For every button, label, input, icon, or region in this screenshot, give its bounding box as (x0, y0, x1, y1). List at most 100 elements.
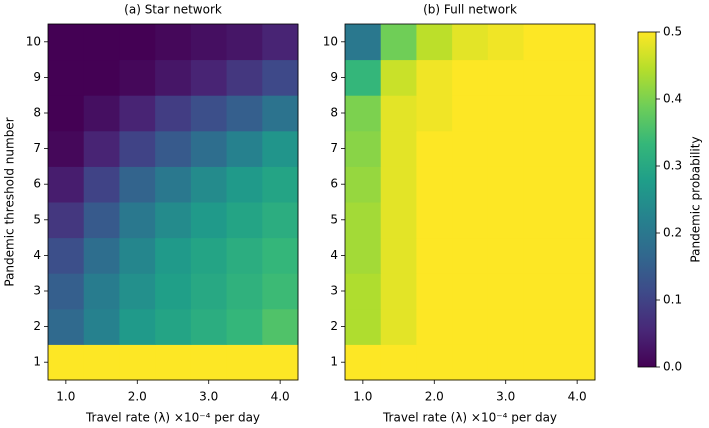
heatmap-cell (523, 24, 560, 61)
heatmap-cell (487, 202, 525, 239)
heatmap-cell (523, 166, 560, 203)
colorbar-tick-label: 0.0 (663, 360, 682, 374)
heatmap-cell (487, 166, 525, 203)
heatmap-cell (559, 95, 596, 132)
heatmap-cell (155, 308, 192, 345)
heatmap-cell (119, 237, 156, 274)
heatmap-cell (523, 130, 560, 167)
heatmap-cell (487, 237, 525, 274)
heatmap-cell (155, 344, 192, 381)
heatmap-cell (487, 273, 525, 310)
heatmap-cell (559, 24, 596, 61)
heatmap-cell (155, 166, 192, 203)
heatmap-cell (487, 308, 525, 345)
heatmap-cell (83, 237, 120, 274)
heatmap-cell (226, 95, 263, 132)
heatmap-cell (416, 344, 453, 381)
heatmap-cell (262, 202, 299, 239)
heatmap-cell (190, 344, 228, 381)
heatmap-cell (559, 273, 596, 310)
heatmap-cell (262, 344, 299, 381)
x-tick-label: 3.0 (199, 390, 218, 404)
heatmap-cell (83, 308, 120, 345)
heatmap-cell (487, 130, 525, 167)
heatmap-cell (48, 308, 85, 345)
heatmap-cell (190, 166, 228, 203)
heatmap-cell (380, 273, 417, 310)
heatmap-cell (416, 130, 453, 167)
y-tick-label: 6 (33, 177, 41, 191)
x-tick-label: 2.0 (425, 390, 444, 404)
heatmap-cell (48, 130, 85, 167)
y-tick-label: 10 (26, 34, 41, 48)
heatmap-cell (523, 237, 560, 274)
heatmap-cell (345, 202, 382, 239)
heatmap-cell (380, 202, 417, 239)
y-axis-label: Pandemic threshold number (3, 117, 17, 286)
heatmap-cell (155, 24, 192, 61)
heatmap-cell (48, 344, 85, 381)
heatmap-cell (262, 308, 299, 345)
heatmap-cell (155, 237, 192, 274)
heatmap-cell (345, 24, 382, 61)
heatmap-cell (155, 130, 192, 167)
heatmap-cell (226, 59, 263, 96)
heatmap-cell (119, 130, 156, 167)
x-tick-label: 4.0 (568, 390, 587, 404)
heatmap-cell (452, 344, 489, 381)
heatmap-cell (190, 237, 228, 274)
heatmap-cell (48, 273, 85, 310)
heatmap-cell (226, 237, 263, 274)
heatmap-cell (190, 273, 228, 310)
heatmap-cell (380, 95, 417, 132)
heatmap-cell (487, 59, 525, 96)
heatmap-cell (380, 237, 417, 274)
x-tick-label: 1.0 (353, 390, 372, 404)
heatmap-cell (452, 59, 489, 96)
heatmap-cell (262, 130, 299, 167)
colorbar-tick-label: 0.1 (663, 293, 682, 307)
heatmap-cell (119, 59, 156, 96)
x-tick-label: 1.0 (56, 390, 75, 404)
heatmap-cell (119, 24, 156, 61)
heatmap-cell (119, 202, 156, 239)
y-tick-label: 5 (330, 212, 338, 226)
heatmap-cell (83, 130, 120, 167)
y-tick-label: 2 (33, 319, 41, 333)
heatmap-cell (523, 95, 560, 132)
heatmap-cell (48, 59, 85, 96)
heatmap-cell (83, 273, 120, 310)
heatmap-cell (119, 95, 156, 132)
heatmap-cell (380, 308, 417, 345)
heatmap-cell (523, 202, 560, 239)
heatmap-cell (190, 95, 228, 132)
heatmap-cell (226, 24, 263, 61)
colorbar (637, 31, 657, 368)
heatmap-cell (83, 24, 120, 61)
heatmap-cell (345, 308, 382, 345)
heatmap-cell (559, 308, 596, 345)
heatmap-cell (262, 166, 299, 203)
heatmap-cell (416, 308, 453, 345)
heatmap-cell (416, 273, 453, 310)
heatmap-cell (119, 273, 156, 310)
x-axis-label: Travel rate (λ) ×10⁻⁴ per day (85, 411, 260, 425)
heatmap-cell (226, 273, 263, 310)
y-tick-label: 3 (33, 284, 41, 298)
x-tick-label: 3.0 (496, 390, 515, 404)
heatmap-cell (48, 237, 85, 274)
heatmap-cell (559, 130, 596, 167)
heatmap-cell (155, 273, 192, 310)
heatmap-cell (345, 166, 382, 203)
heatmap-cell (523, 273, 560, 310)
heatmap-cell (83, 344, 120, 381)
heatmap-cell (83, 202, 120, 239)
heatmap-cell (226, 308, 263, 345)
heatmap-cell (48, 24, 85, 61)
heatmap-cell (416, 166, 453, 203)
y-tick-label: 4 (330, 248, 338, 262)
heatmap-cell (380, 130, 417, 167)
heatmap-cell (559, 237, 596, 274)
heatmap-cell (48, 202, 85, 239)
